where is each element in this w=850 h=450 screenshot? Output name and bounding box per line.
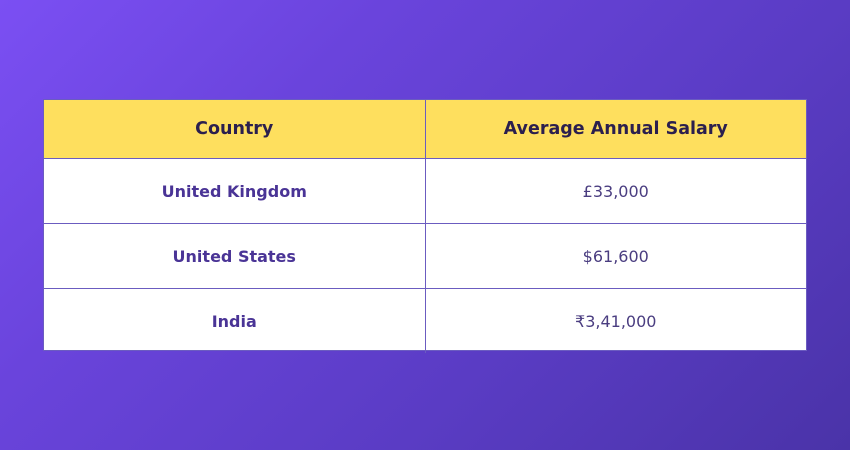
table-row: United Kingdom £33,000	[44, 158, 806, 224]
column-header-average-annual-salary: Average Annual Salary	[424, 100, 806, 159]
salary-table: Country Average Annual Salary United Kin…	[44, 100, 806, 353]
column-header-country: Country	[44, 100, 425, 159]
table-row: India ₹3,41,000	[44, 288, 806, 353]
country-cell: United Kingdom	[161, 181, 307, 201]
country-cell: United States	[44, 223, 425, 289]
salary-cell: £33,000	[424, 158, 806, 224]
salary-cell: $61,600	[424, 223, 806, 289]
table-header-row: Country Average Annual Salary	[44, 100, 806, 159]
table-row: United States $61,600	[44, 223, 806, 289]
salary-table-card: Country Average Annual Salary United Kin…	[43, 99, 807, 353]
country-cell: India	[44, 288, 425, 353]
salary-cell: ₹3,41,000	[424, 288, 806, 353]
